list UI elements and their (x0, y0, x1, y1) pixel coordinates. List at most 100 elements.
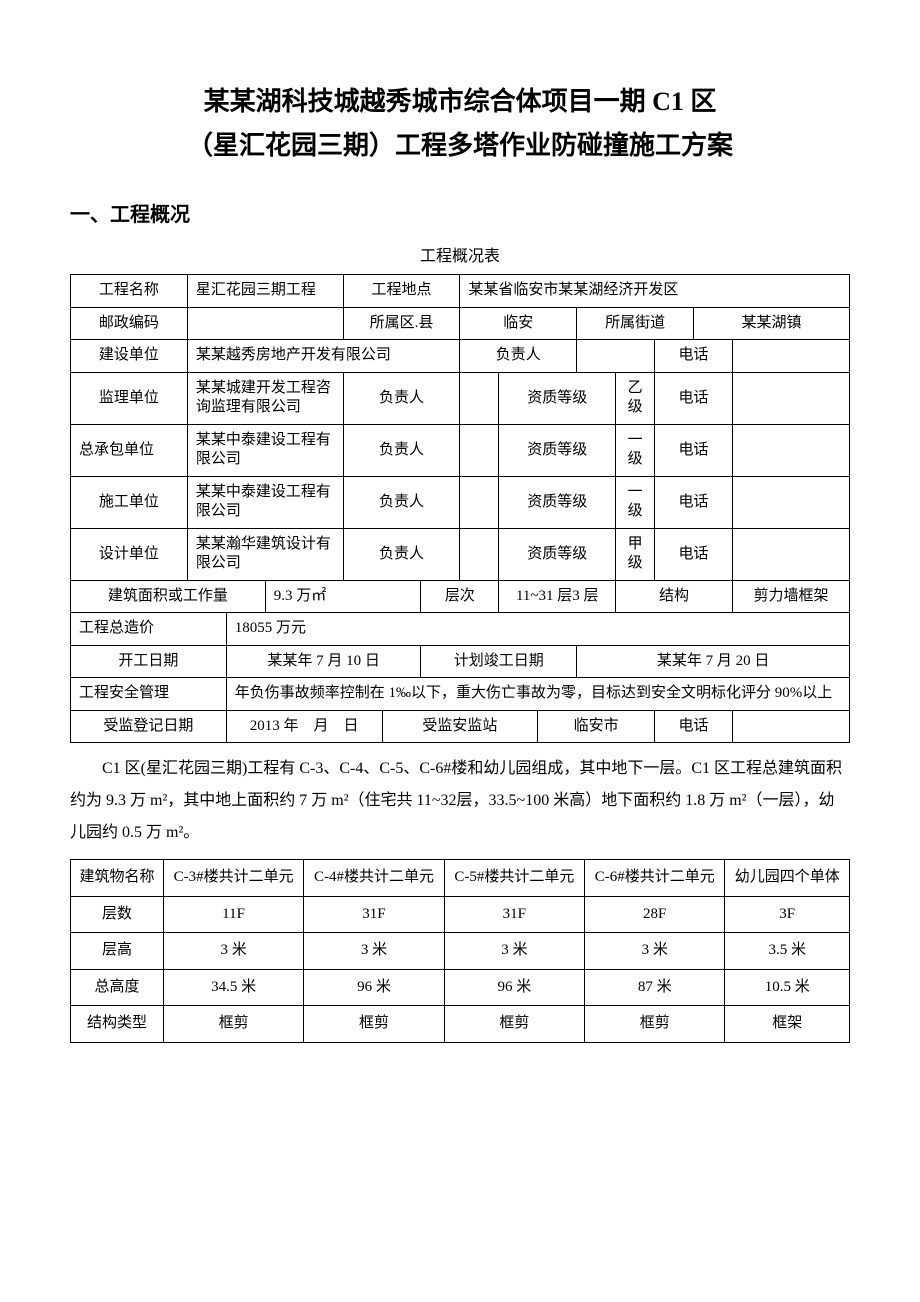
table-row: 设计单位 某某瀚华建筑设计有限公司 负责人 资质等级 甲级 电话 (71, 528, 850, 580)
bt-cell: 框剪 (444, 1006, 584, 1043)
bt-r3-label: 总高度 (71, 969, 164, 1006)
bt-cell: 96 米 (304, 969, 444, 1006)
cell-phone-6 (732, 710, 849, 743)
cell-start: 某某年 7 月 10 日 (226, 645, 421, 678)
cell-person-1 (577, 340, 655, 373)
title-line-1: 某某湖科技城越秀城市综合体项目一期 C1 区 (70, 80, 850, 124)
cell-postal (187, 307, 343, 340)
cell-phone-label-2: 电话 (655, 372, 733, 424)
bt-cell: 96 米 (444, 969, 584, 1006)
cell-phone-label-5: 电话 (655, 528, 733, 580)
bt-header-c3: C-3#楼共计二单元 (163, 860, 303, 897)
cell-supervisor: 某某城建开发工程咨询监理有限公司 (187, 372, 343, 424)
cell-station: 临安市 (538, 710, 655, 743)
bt-cell: 3F (725, 896, 850, 933)
bt-cell: 框剪 (163, 1006, 303, 1043)
cell-station-label: 受监安监站 (382, 710, 538, 743)
table-row: 开工日期 某某年 7 月 10 日 计划竣工日期 某某年 7 月 20 日 (71, 645, 850, 678)
bt-header-c5: C-5#楼共计二单元 (444, 860, 584, 897)
bt-cell: 3 米 (163, 933, 303, 970)
cell-reg: 2013 年 月 日 (226, 710, 382, 743)
cell-qual-2: 乙级 (616, 372, 655, 424)
cell-street: 某某湖镇 (694, 307, 850, 340)
cell-postal-label: 邮政编码 (71, 307, 188, 340)
cell-safety: 年负伤事故频率控制在 1‰以下，重大伤亡事故为零，目标达到安全文明标化评分 90… (226, 678, 849, 711)
cell-proj-loc-label: 工程地点 (343, 275, 460, 308)
bt-header-c4: C-4#楼共计二单元 (304, 860, 444, 897)
bt-r1-label: 层数 (71, 896, 164, 933)
table-row: 建筑面积或工作量 9.3 万㎡ 层次 11~31 层3 层 结构 剪力墙框架 (71, 580, 850, 613)
cell-person-label-2: 负责人 (343, 372, 460, 424)
bt-cell: 28F (585, 896, 725, 933)
cell-qual-label-5: 资质等级 (499, 528, 616, 580)
cell-gc-label: 总承包单位 (71, 424, 188, 476)
cell-phone-label-4: 电话 (655, 476, 733, 528)
cell-const: 某某中泰建设工程有限公司 (187, 476, 343, 528)
bt-cell: 11F (163, 896, 303, 933)
cell-person-4 (460, 476, 499, 528)
cell-cost: 18055 万元 (226, 613, 849, 646)
cell-phone-label-3: 电话 (655, 424, 733, 476)
cell-owner: 某某越秀房地产开发有限公司 (187, 340, 460, 373)
bt-cell: 框架 (725, 1006, 850, 1043)
table-row: 层数 11F 31F 31F 28F 3F (71, 896, 850, 933)
bt-cell: 34.5 米 (163, 969, 303, 1006)
cell-phone-label-6: 电话 (655, 710, 733, 743)
bt-cell: 31F (304, 896, 444, 933)
cell-area-label: 建筑面积或工作量 (71, 580, 266, 613)
buildings-table: 建筑物名称 C-3#楼共计二单元 C-4#楼共计二单元 C-5#楼共计二单元 C… (70, 859, 850, 1043)
cell-proj-name-label: 工程名称 (71, 275, 188, 308)
cell-floors-label: 层次 (421, 580, 499, 613)
bt-cell: 31F (444, 896, 584, 933)
table-row: 总承包单位 某某中泰建设工程有限公司 负责人 资质等级 一级 电话 (71, 424, 850, 476)
cell-phone-3 (732, 424, 849, 476)
cell-safety-label: 工程安全管理 (71, 678, 227, 711)
bt-header-c6: C-6#楼共计二单元 (585, 860, 725, 897)
cell-struct: 剪力墙框架 (732, 580, 849, 613)
bt-cell: 3 米 (304, 933, 444, 970)
bt-r2-label: 层高 (71, 933, 164, 970)
cell-struct-label: 结构 (616, 580, 733, 613)
table-row: 总高度 34.5 米 96 米 96 米 87 米 10.5 米 (71, 969, 850, 1006)
table-row: 邮政编码 所属区.县 临安 所属街道 某某湖镇 (71, 307, 850, 340)
table-row: 工程总造价 18055 万元 (71, 613, 850, 646)
cell-reg-label: 受监登记日期 (71, 710, 227, 743)
table-row: 工程安全管理 年负伤事故频率控制在 1‰以下，重大伤亡事故为零，目标达到安全文明… (71, 678, 850, 711)
cell-person-label-1: 负责人 (460, 340, 577, 373)
cell-supervisor-label: 监理单位 (71, 372, 188, 424)
table-row: 工程名称 星汇花园三期工程 工程地点 某某省临安市某某湖经济开发区 (71, 275, 850, 308)
cell-qual-label-2: 资质等级 (499, 372, 616, 424)
cell-area: 9.3 万㎡ (265, 580, 421, 613)
table-row: 建筑物名称 C-3#楼共计二单元 C-4#楼共计二单元 C-5#楼共计二单元 C… (71, 860, 850, 897)
bt-header-name: 建筑物名称 (71, 860, 164, 897)
cell-phone-label-1: 电话 (655, 340, 733, 373)
cell-district: 临安 (460, 307, 577, 340)
cell-person-2 (460, 372, 499, 424)
cell-owner-label: 建设单位 (71, 340, 188, 373)
cell-qual-label-3: 资质等级 (499, 424, 616, 476)
table-row: 受监登记日期 2013 年 月 日 受监安监站 临安市 电话 (71, 710, 850, 743)
cell-person-label-3: 负责人 (343, 424, 460, 476)
bt-r4-label: 结构类型 (71, 1006, 164, 1043)
cell-phone-5 (732, 528, 849, 580)
section-1-heading: 一、工程概况 (70, 198, 850, 227)
description-paragraph: C1 区(星汇花园三期)工程有 C-3、C-4、C-5、C-6#楼和幼儿园组成，… (70, 753, 850, 849)
bt-cell: 3 米 (444, 933, 584, 970)
table-row: 监理单位 某某城建开发工程咨询监理有限公司 负责人 资质等级 乙级 电话 (71, 372, 850, 424)
cell-qual-3: 一级 (616, 424, 655, 476)
title-line-2: （星汇花园三期）工程多塔作业防碰撞施工方案 (70, 124, 850, 168)
table-row: 施工单位 某某中泰建设工程有限公司 负责人 资质等级 一级 电话 (71, 476, 850, 528)
cell-const-label: 施工单位 (71, 476, 188, 528)
cell-design-label: 设计单位 (71, 528, 188, 580)
cell-street-label: 所属街道 (577, 307, 694, 340)
cell-phone-2 (732, 372, 849, 424)
cell-person-label-4: 负责人 (343, 476, 460, 528)
cell-end-label: 计划竣工日期 (421, 645, 577, 678)
table-row: 层高 3 米 3 米 3 米 3 米 3.5 米 (71, 933, 850, 970)
cell-person-5 (460, 528, 499, 580)
cell-district-label: 所属区.县 (343, 307, 460, 340)
cell-start-label: 开工日期 (71, 645, 227, 678)
cell-design: 某某瀚华建筑设计有限公司 (187, 528, 343, 580)
cell-person-3 (460, 424, 499, 476)
document-title: 某某湖科技城越秀城市综合体项目一期 C1 区 （星汇花园三期）工程多塔作业防碰撞… (70, 80, 850, 168)
